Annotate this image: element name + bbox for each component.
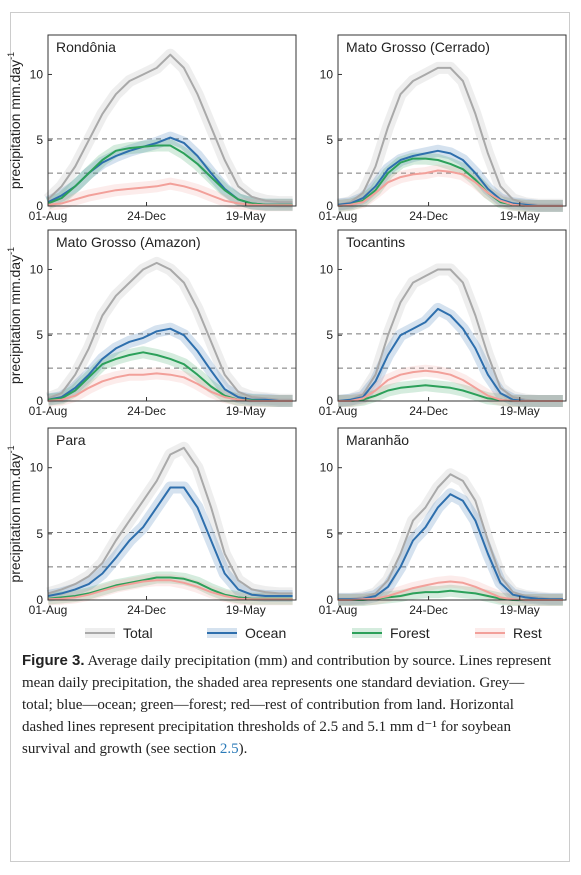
y-tick-label: 5 xyxy=(36,527,43,541)
legend-label: Rest xyxy=(513,625,542,641)
y-tick-label: 0 xyxy=(36,394,43,408)
x-tick-label: 24-Dec xyxy=(409,603,448,617)
x-tick-label: 19-May xyxy=(226,603,266,617)
y-tick-label: 10 xyxy=(320,262,334,276)
y-axis-label-text: precipitation mm.day xyxy=(7,255,23,384)
y-tick-label: 5 xyxy=(36,328,43,342)
y-tick-label: 0 xyxy=(326,199,333,213)
line xyxy=(47,53,293,204)
plot-frame xyxy=(47,34,297,207)
y-tick-label: 5 xyxy=(326,133,333,147)
x-tick-label: 19-May xyxy=(226,404,266,418)
panel-title: Rondônia xyxy=(56,39,116,55)
x-tick-label: 24-Dec xyxy=(409,209,448,223)
line xyxy=(47,579,293,601)
x-tick-label: 24-Dec xyxy=(127,603,166,617)
x-tick-label: 24-Dec xyxy=(127,209,166,223)
line xyxy=(338,493,563,601)
x-tick-label: 01-Aug xyxy=(29,603,68,617)
panel-title: Mato Grosso (Cerrado) xyxy=(346,39,490,55)
panel-title: Maranhão xyxy=(346,432,409,448)
y-axis-label: precipitation mm.day-1 xyxy=(6,445,23,582)
y-tick-label: 5 xyxy=(326,328,333,342)
panel-title: Tocantins xyxy=(346,234,405,250)
x-tick-label: 19-May xyxy=(500,404,540,418)
panel-title: Mato Grosso (Amazon) xyxy=(56,234,201,250)
plot-frame xyxy=(337,34,567,207)
y-tick-label: 10 xyxy=(320,461,334,475)
figure: 0 5 10 01-Aug 24-Dec 19-May Rondônia precipitat… xyxy=(6,34,567,641)
y-tick-label: 0 xyxy=(36,593,43,607)
x-tick-label: 24-Dec xyxy=(127,404,166,418)
plot-frame xyxy=(47,427,297,601)
y-axis-label: precipitation mm.day-1 xyxy=(6,52,23,189)
x-tick-label: 01-Aug xyxy=(319,209,358,223)
plot-frame xyxy=(337,427,567,601)
x-tick-label: 24-Dec xyxy=(409,404,448,418)
caption-label: Figure 3. xyxy=(22,652,85,669)
section-link[interactable]: 2.5 xyxy=(219,741,239,757)
x-tick-label: 01-Aug xyxy=(29,209,68,223)
line xyxy=(47,182,293,207)
line xyxy=(337,149,563,207)
figure-frame xyxy=(10,12,570,862)
x-tick-label: 19-May xyxy=(226,209,266,223)
line xyxy=(47,144,293,206)
line xyxy=(47,446,293,595)
caption-end: ). xyxy=(238,741,248,757)
y-axis-label-sup: -1 xyxy=(6,52,16,60)
y-axis-label-sup: -1 xyxy=(6,445,16,453)
line xyxy=(337,66,563,206)
y-tick-label: 5 xyxy=(326,527,333,541)
legend-label: Ocean xyxy=(245,625,286,641)
line xyxy=(337,268,563,402)
legend-label: Forest xyxy=(390,625,430,641)
y-axis-label: precipitation mm.day-1 xyxy=(6,247,23,384)
y-tick-label: 0 xyxy=(326,593,333,607)
y-axis-label-text: precipitation mm.day xyxy=(7,60,23,189)
plot-frame xyxy=(337,229,567,402)
legend-label: Total xyxy=(123,625,153,641)
line xyxy=(338,473,563,600)
line xyxy=(47,261,293,401)
x-tick-label: 01-Aug xyxy=(319,603,358,617)
y-axis-label-text: precipitation mm.day xyxy=(7,453,23,582)
y-tick-label: 10 xyxy=(30,67,44,81)
y-axis-label-sup: -1 xyxy=(6,247,16,255)
y-tick-label: 10 xyxy=(320,67,334,81)
caption-text: Average daily precipitation (mm) and con… xyxy=(22,653,552,757)
line xyxy=(47,486,293,597)
y-tick-label: 0 xyxy=(326,394,333,408)
y-tick-label: 5 xyxy=(36,133,43,147)
y-tick-label: 10 xyxy=(30,461,44,475)
plot-frame xyxy=(47,229,297,402)
y-tick-label: 0 xyxy=(36,199,43,213)
caption: Figure 3. Average daily precipitation (m… xyxy=(22,650,552,760)
x-tick-label: 19-May xyxy=(500,209,540,223)
x-tick-label: 01-Aug xyxy=(29,404,68,418)
x-tick-label: 19-May xyxy=(500,603,540,617)
x-tick-label: 01-Aug xyxy=(319,404,358,418)
y-tick-label: 10 xyxy=(30,262,44,276)
panel-title: Para xyxy=(56,432,86,448)
